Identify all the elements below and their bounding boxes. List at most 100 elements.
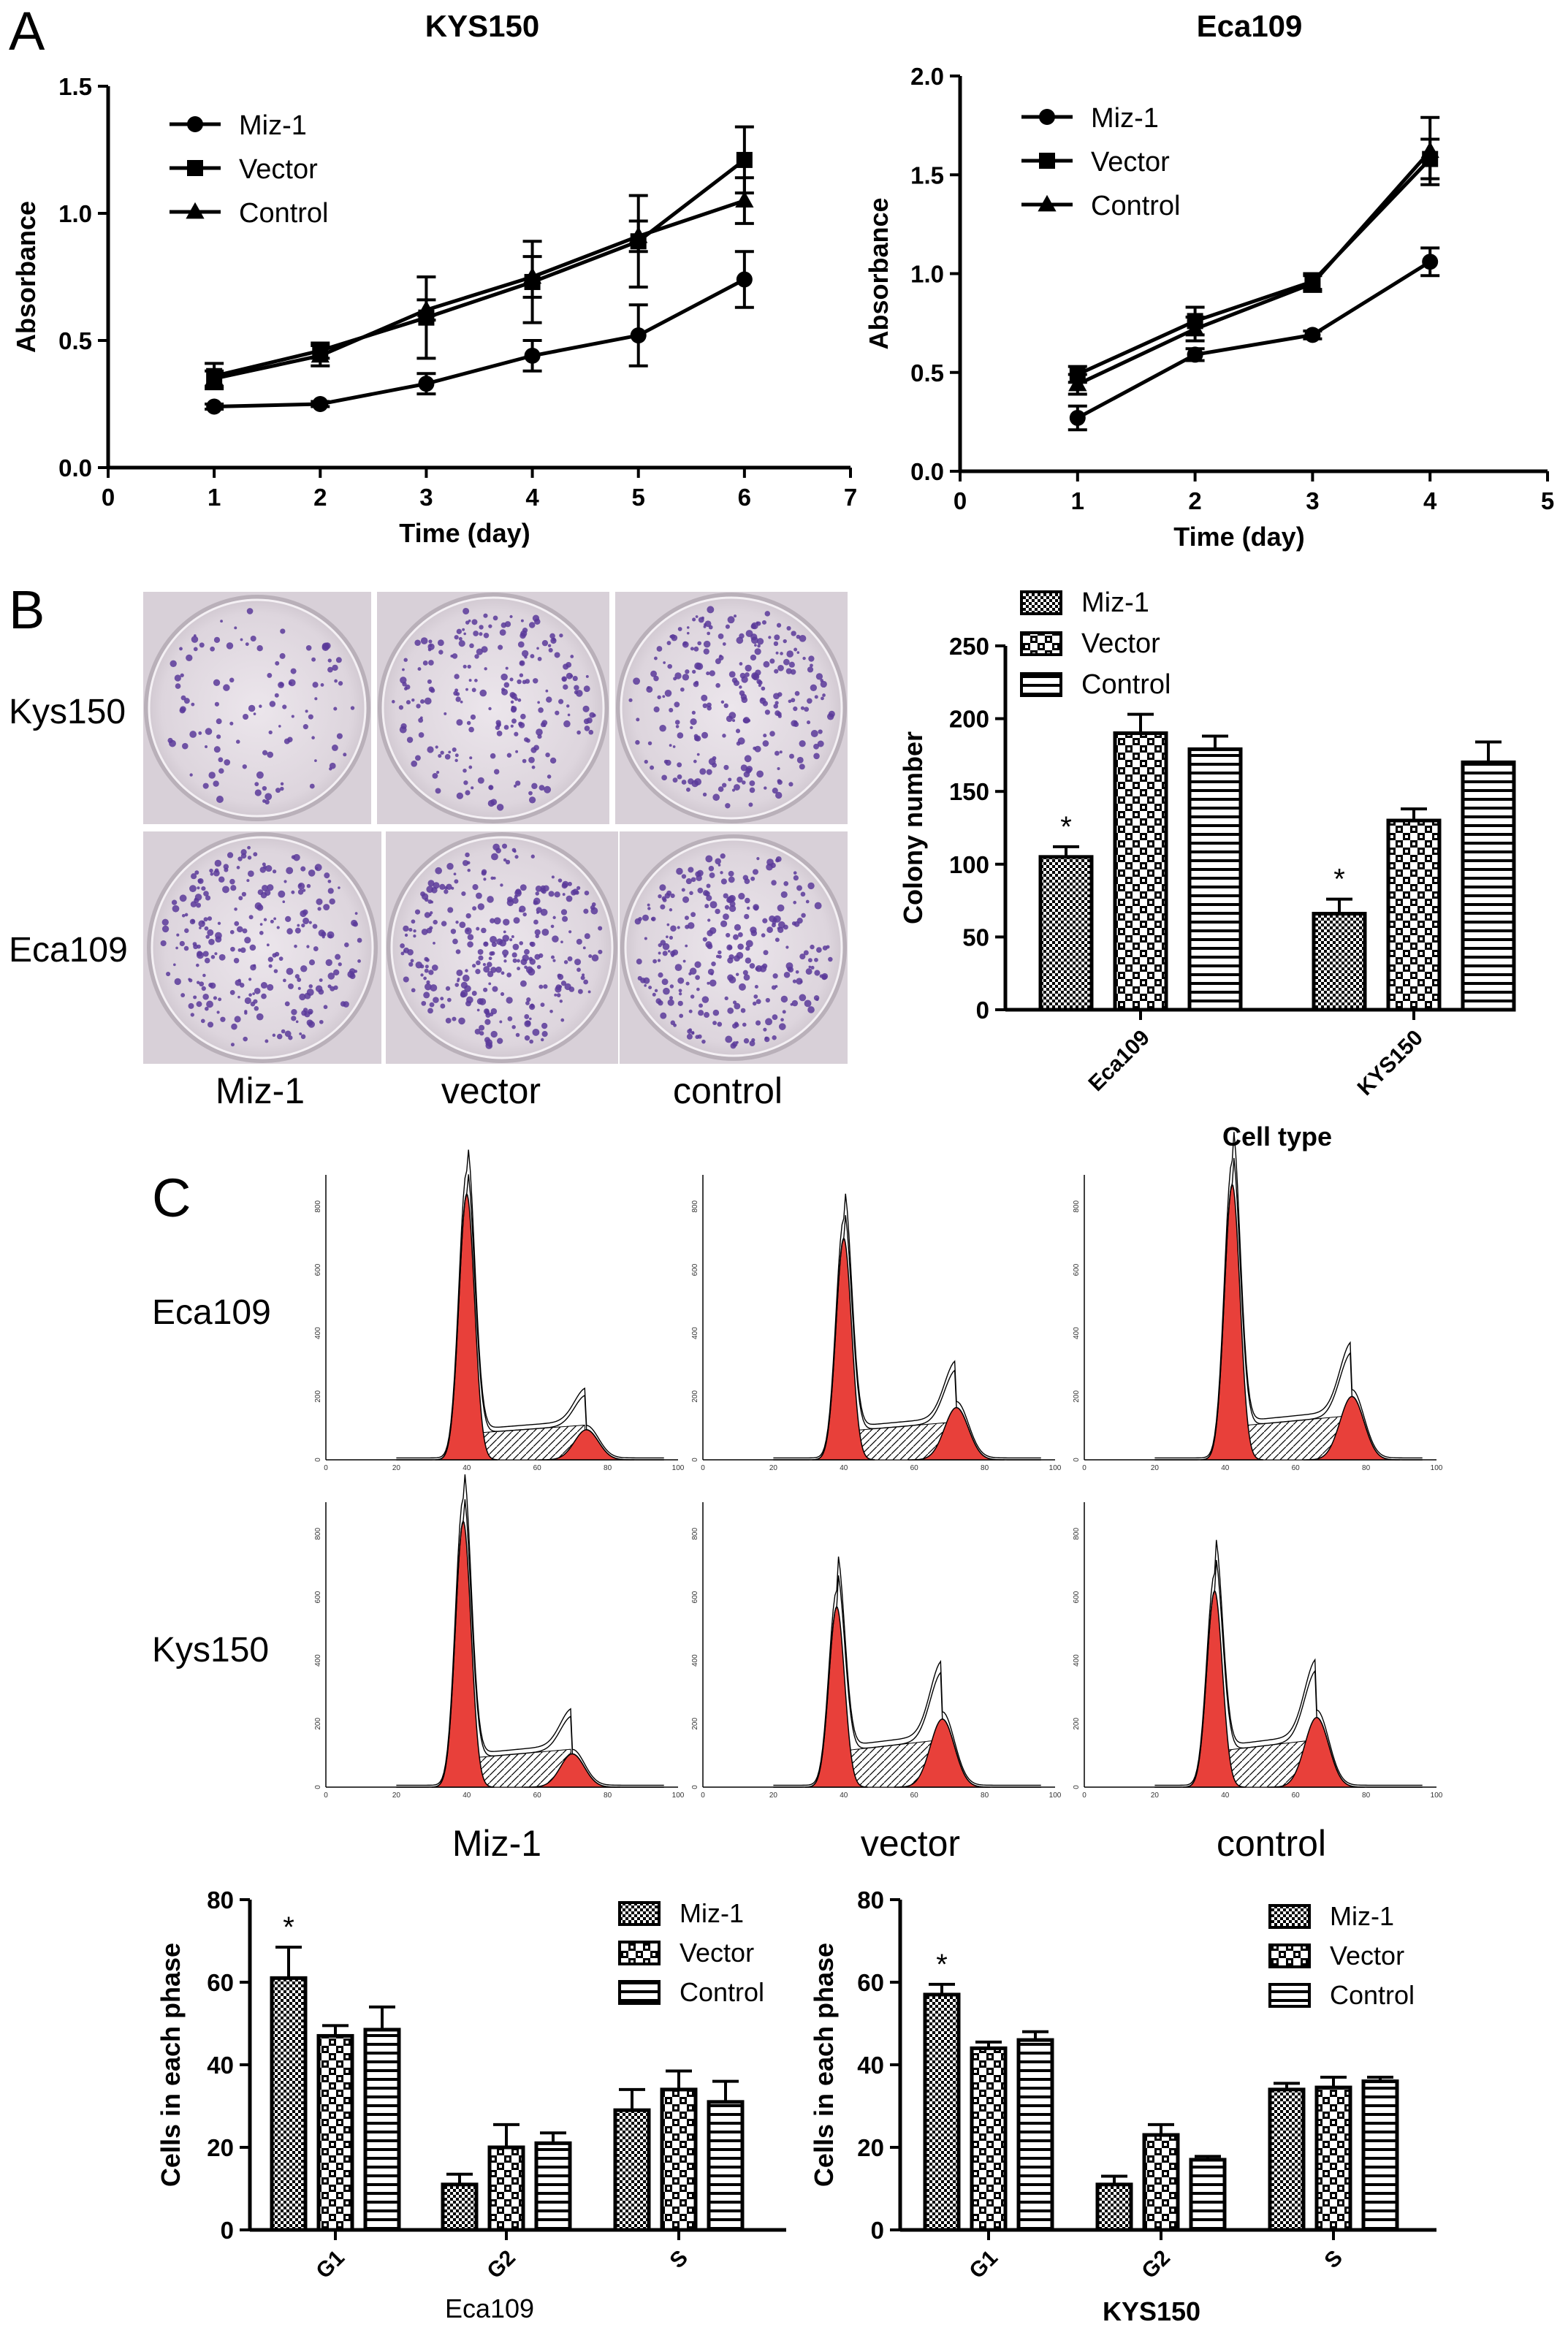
colony-dot: [762, 918, 768, 924]
colony-dot: [491, 853, 498, 861]
colony-dot: [514, 697, 519, 701]
colony-dot: [663, 661, 666, 664]
colony-dot: [431, 964, 438, 971]
hist-x-tick: 40: [840, 1792, 848, 1800]
colony-dot: [477, 948, 484, 955]
colony-dot: [327, 972, 335, 980]
x-axis-label: KYS150: [1103, 2296, 1200, 2326]
hist-x-tick: 0: [324, 1464, 328, 1472]
colony-dot: [424, 912, 431, 918]
colony-dot: [685, 878, 692, 885]
colony-dot: [301, 924, 305, 928]
y-axis-label: Cells in each phase: [809, 1943, 839, 2187]
bar-control-kys150: [1461, 760, 1516, 1012]
colony-dot: [789, 753, 794, 759]
hist-x-tick: 100: [1049, 1464, 1062, 1472]
colony-dot: [583, 685, 590, 693]
colony-dot: [771, 880, 777, 886]
data-point: [1187, 346, 1203, 363]
chart-title: Eca109: [1197, 9, 1303, 43]
colony-dot: [267, 672, 273, 678]
colony-dot: [433, 942, 435, 945]
colony-dot: [709, 901, 718, 909]
hist-y-tick: 800: [314, 1528, 322, 1540]
legend-label: Vector: [680, 1938, 754, 1968]
colony-dot: [799, 764, 805, 770]
colony-dot: [498, 644, 503, 650]
colony-dot: [777, 921, 785, 929]
colony-dot: [268, 964, 273, 968]
colony-dot: [750, 876, 756, 881]
colony-dot: [311, 657, 316, 662]
hist-x-tick: 0: [701, 1464, 705, 1472]
colony-dot: [499, 629, 506, 636]
colony-dot: [726, 896, 733, 904]
y-tick-label: 2.0: [910, 63, 944, 90]
colony-dot: [264, 1039, 269, 1043]
colony-dot: [197, 878, 204, 884]
colony-dot: [286, 928, 293, 934]
colony-dot: [460, 990, 468, 997]
colony-dot: [309, 783, 315, 789]
colony-dot: [262, 799, 267, 803]
colony-dot: [503, 930, 506, 934]
colony-dot: [793, 900, 797, 905]
significance-star: *: [1333, 864, 1345, 896]
colony-dot: [549, 633, 555, 639]
colony-dot: [756, 621, 759, 625]
colony-dot: [666, 641, 671, 646]
colony-dot: [644, 984, 647, 987]
colony-dot: [465, 620, 470, 625]
colony-dot: [236, 866, 240, 869]
colony-dot: [822, 693, 826, 697]
colony-dot: [791, 720, 798, 727]
bar-miz-1-s: [613, 2108, 651, 2232]
colony-dot: [669, 908, 673, 912]
colony-dot: [674, 672, 682, 679]
colony-dot: [328, 934, 332, 939]
colony-dot: [556, 993, 561, 997]
colony-dot: [807, 882, 815, 890]
colony-dot: [352, 921, 358, 927]
colony-dot: [517, 967, 521, 971]
colony-dot: [515, 750, 519, 753]
colony-dot: [456, 792, 464, 799]
colony-dot: [628, 698, 633, 702]
legend-label: Miz-1: [1081, 587, 1149, 618]
colony-dot: [804, 707, 810, 712]
colony-dot: [518, 721, 523, 726]
colony-dot: [460, 981, 468, 989]
colony-dot: [679, 1013, 684, 1019]
colony-dot: [222, 886, 229, 894]
colony-dot: [472, 906, 477, 911]
colony-dot: [196, 963, 199, 967]
x-tick-label: 1: [208, 484, 221, 511]
colony-dot: [775, 710, 780, 716]
colony-dot: [511, 718, 517, 724]
colony-dot: [703, 648, 709, 655]
colony-dot: [429, 644, 433, 647]
colony-dot: [205, 728, 213, 735]
bar-miz-1-kys150: [1312, 912, 1367, 1012]
colony-dot: [764, 611, 771, 617]
legend-label: Vector: [1091, 147, 1170, 178]
colony-dot: [247, 870, 254, 877]
colony-dot: [707, 968, 715, 975]
colony-dot: [540, 1038, 544, 1042]
histogram-envelope: [396, 1499, 664, 1788]
colony-dot: [291, 890, 295, 894]
flow-col-label: Miz-1: [452, 1823, 541, 1864]
colony-dot: [726, 932, 731, 938]
colony-dot: [202, 951, 209, 957]
colony-dot: [682, 959, 686, 963]
legend-label: Control: [1091, 191, 1181, 221]
y-tick-label: 60: [857, 1969, 884, 1996]
colony-dot: [743, 717, 750, 724]
colony-dot: [446, 883, 452, 891]
colony-dot: [672, 777, 678, 783]
histogram-envelope: [773, 1193, 1041, 1459]
legend-label: Miz-1: [680, 1898, 744, 1928]
hist-y-tick: 0: [691, 1458, 699, 1462]
series-line: [213, 199, 745, 381]
colony-dot: [757, 644, 761, 648]
